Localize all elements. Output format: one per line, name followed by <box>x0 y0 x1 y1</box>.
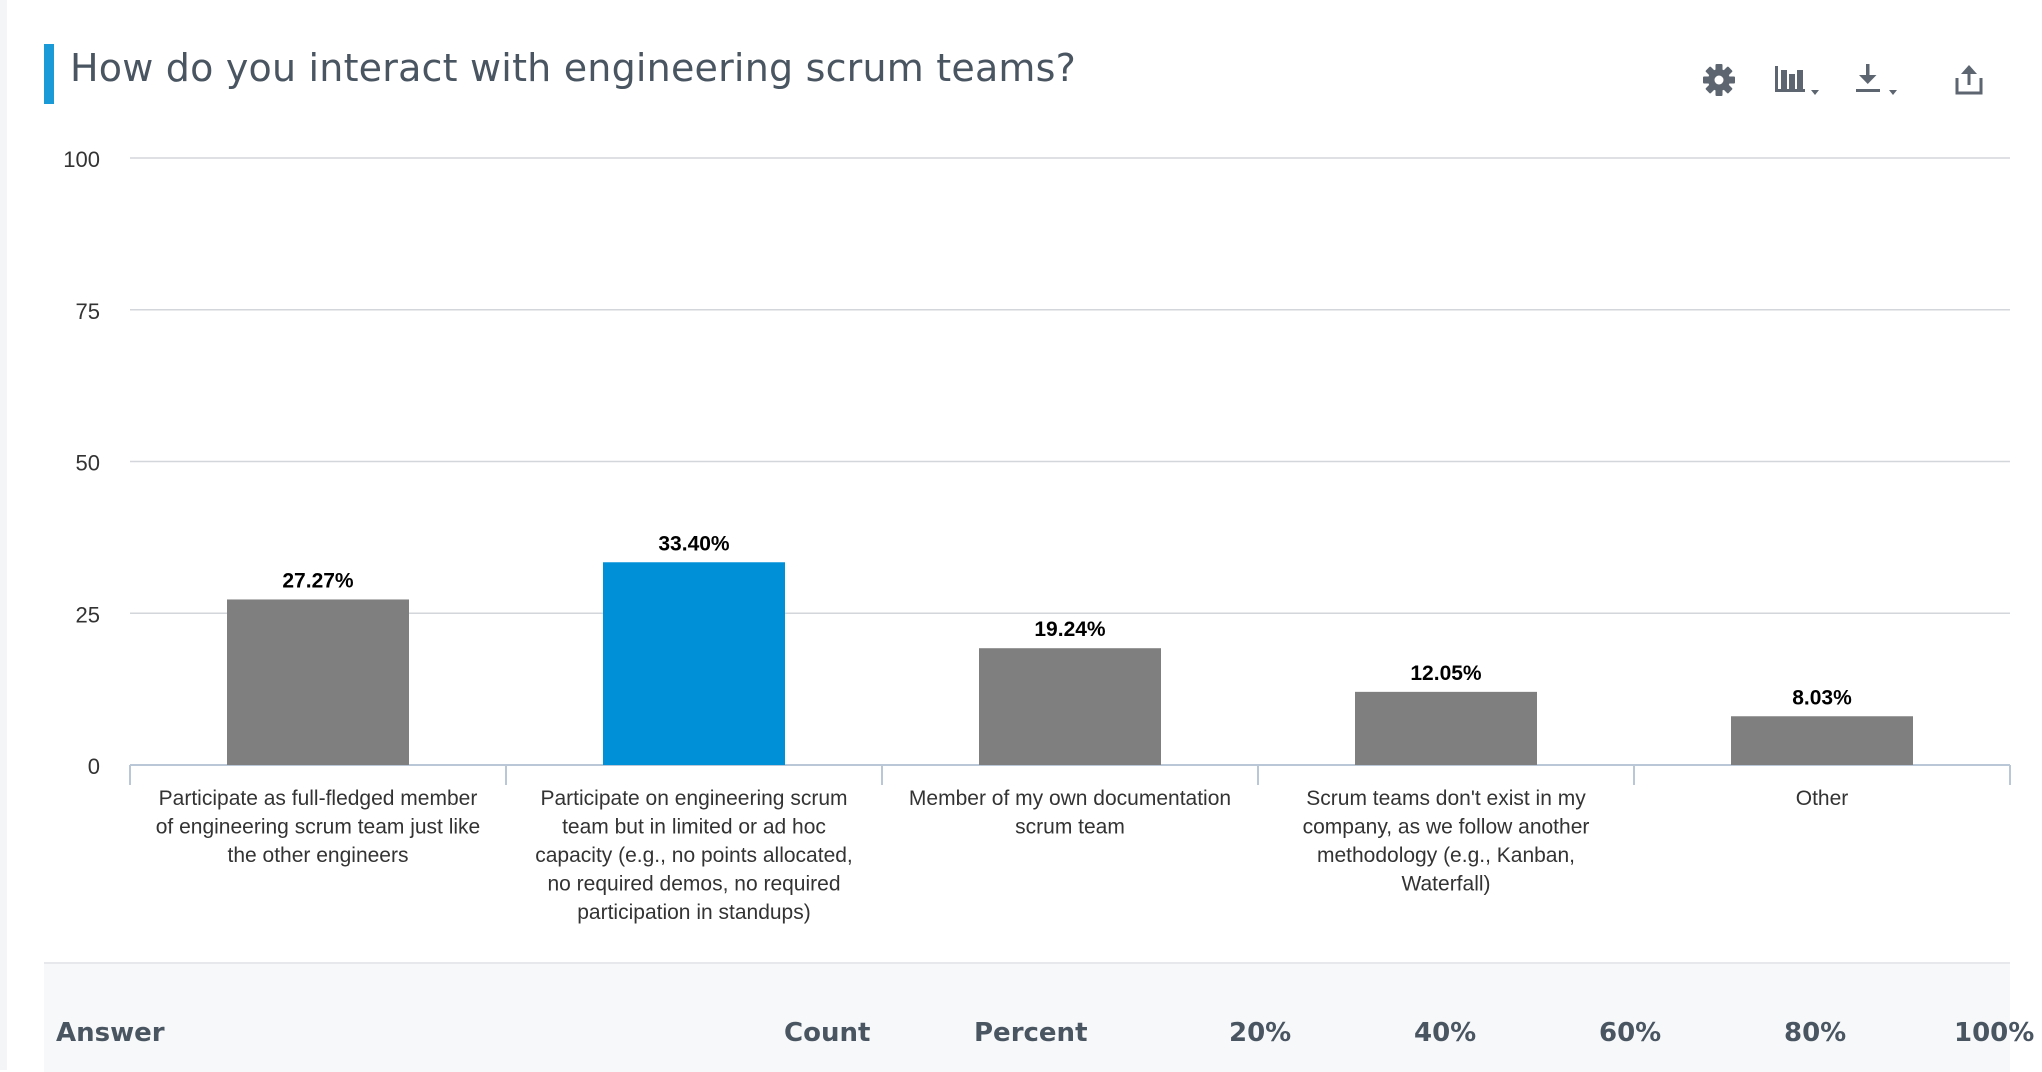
header-percent[interactable]: Percent <box>974 1018 1088 1048</box>
y-tick-label-25: 25 <box>76 602 100 627</box>
bar-chart: 0 25 50 75 100 27.27% Participate as full-fled… <box>63 147 2011 924</box>
page-title: How do you interact with engineering scr… <box>70 46 1077 90</box>
bar-value-label-1: 27.27% <box>282 569 354 592</box>
category-label-line: team but in limited or ad hoc <box>562 816 826 839</box>
y-tick-label-0: 0 <box>88 754 100 779</box>
category-label-line: Participate on engineering scrum <box>540 787 847 810</box>
header-answer[interactable]: Answer <box>56 1018 165 1048</box>
bar-3 <box>979 648 1161 765</box>
bar-value-label-3: 19.24% <box>1034 618 1106 641</box>
category-label-4: Scrum teams don't exist in my company, as… <box>1303 787 1590 896</box>
category-label-line: methodology (e.g., Kanban, <box>1317 844 1575 867</box>
gear-icon[interactable] <box>1690 58 1748 102</box>
category-label-line: Participate as full-fledged member <box>159 787 478 810</box>
category-label-2: Participate on engineering scrum team but… <box>535 787 853 924</box>
header-scale-80: 80% <box>1784 1018 1847 1048</box>
category-label-line: participation in standups) <box>577 901 810 924</box>
bar-2 <box>603 562 785 765</box>
category-label-line: company, as we follow another <box>1303 816 1590 839</box>
category-label-line: Other <box>1796 787 1849 810</box>
category-label-line: Member of my own documentation <box>909 787 1231 810</box>
y-tick-label-50: 50 <box>76 451 100 476</box>
title-accent-bar <box>44 44 54 104</box>
category-label-line: capacity (e.g., no points allocated, <box>535 844 853 867</box>
bar-value-label-5: 8.03% <box>1792 686 1852 709</box>
download-dropdown-icon[interactable] <box>1850 58 1908 102</box>
bar-4 <box>1355 691 1537 765</box>
category-label-3: Member of my own documentation scrum team <box>909 787 1231 839</box>
category-label-line: no required demos, no required <box>547 873 840 896</box>
header-scale-100: 100% <box>1954 1018 2035 1048</box>
answer-table-header: Answer Count Percent 20% 40% 60% 80% 100… <box>44 962 2034 1072</box>
category-label-1: Participate as full-fledged member of eng… <box>156 787 481 867</box>
header-scale-40: 40% <box>1414 1018 1477 1048</box>
header-count[interactable]: Count <box>784 1018 871 1048</box>
category-label-line: Waterfall) <box>1401 873 1490 896</box>
category-label-line: scrum team <box>1015 816 1125 839</box>
bar-value-label-4: 12.05% <box>1410 662 1482 685</box>
bar-value-label-2: 33.40% <box>658 532 730 555</box>
bar-5 <box>1731 716 1913 765</box>
y-tick-label-100: 100 <box>63 147 100 172</box>
category-label-line: of engineering scrum team just like <box>156 816 481 839</box>
category-label-5: Other <box>1796 787 1849 810</box>
category-label-line: the other engineers <box>228 844 409 867</box>
category-label-line: Scrum teams don't exist in my <box>1306 787 1586 810</box>
chart-toolbar <box>1690 58 2010 102</box>
share-icon[interactable] <box>1940 58 1998 102</box>
bar-1 <box>227 599 409 765</box>
header-scale-60: 60% <box>1599 1018 1662 1048</box>
bar-chart-dropdown-icon[interactable] <box>1770 58 1828 102</box>
left-edge-rule <box>0 0 7 1070</box>
header-scale-20: 20% <box>1229 1018 1292 1048</box>
y-tick-label-75: 75 <box>76 299 100 324</box>
